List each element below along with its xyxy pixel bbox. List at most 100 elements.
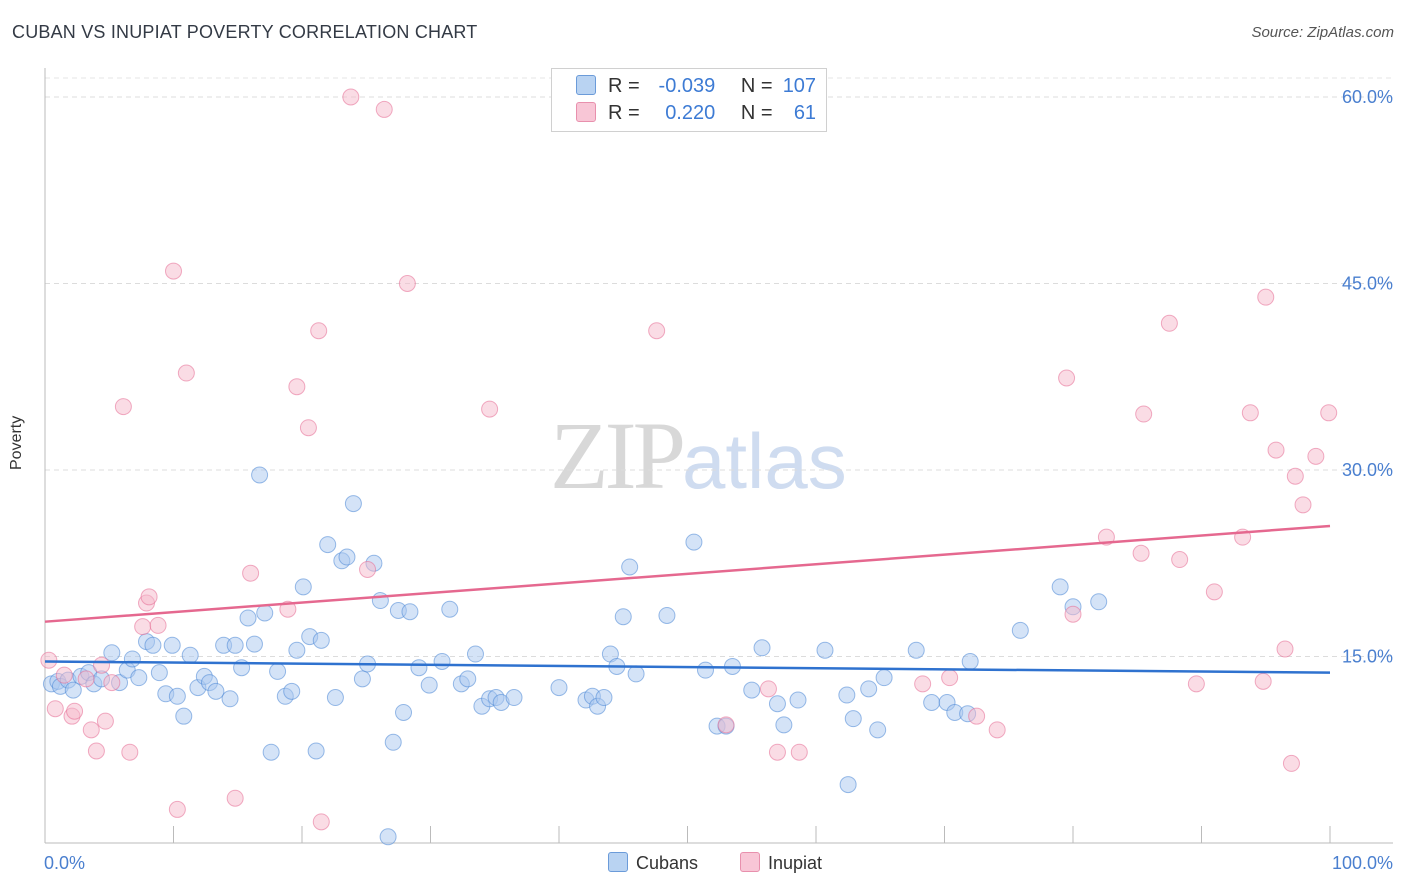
bottom-legend-cubans: Cubans — [608, 852, 698, 874]
x-tick-label: 100.0% — [1332, 853, 1393, 873]
y-tick-label: 30.0% — [1342, 460, 1393, 480]
bottom-legend-cubans-label: Cubans — [636, 853, 699, 873]
inupiat-point — [342, 88, 360, 106]
legend-r-value-inupiat: 0.220 — [665, 102, 716, 124]
legend-n-value-inupiat: 61 — [793, 102, 817, 124]
correlation-legend: R = -0.039 N = 107 R = 0.220 N = 61 — [551, 68, 827, 132]
cubans-point — [338, 548, 356, 566]
cubans-point — [961, 652, 979, 670]
legend-r-label-2: R = — [608, 102, 640, 124]
cubans-points — [42, 466, 1108, 846]
cubans-point — [775, 716, 793, 734]
cubans-point — [595, 689, 613, 707]
inupiat-point — [759, 680, 777, 698]
inupiat-trend-line — [44, 524, 1331, 623]
cubans-point — [768, 695, 786, 713]
cubans-swatch — [576, 75, 596, 95]
cubans-point — [163, 636, 181, 654]
cubans-point — [433, 652, 451, 670]
cubans-point — [459, 670, 477, 688]
inupiat-point — [398, 275, 416, 292]
inupiat-point — [1160, 314, 1178, 332]
inupiat-point — [77, 670, 95, 688]
inupiat-point — [941, 669, 959, 687]
cubans-point — [838, 686, 856, 704]
axes — [44, 68, 1393, 844]
legend-row-inupiat: R = 0.220 N = 61 — [576, 102, 816, 128]
cubans-point — [875, 669, 893, 687]
inupiat-point — [226, 789, 244, 807]
tick-labels: 15.0% 30.0% 45.0% 60.0% 0.0% 100.0% — [44, 87, 1393, 873]
cubans-point — [326, 689, 344, 707]
cubans-point — [1011, 621, 1029, 639]
cubans-point — [621, 558, 639, 576]
chart-title: CUBAN VS INUPIAT POVERTY CORRELATION CHA… — [12, 22, 478, 42]
cubans-point — [221, 690, 239, 708]
inupiat-point — [968, 707, 986, 725]
cubans-point — [395, 703, 413, 721]
cubans-point — [226, 636, 244, 654]
inupiat-point — [1058, 369, 1076, 387]
cubans-point — [466, 645, 484, 663]
inupiat-point — [55, 666, 73, 684]
bottom-inupiat-swatch — [740, 852, 760, 872]
cubans-point — [239, 609, 257, 627]
cubans-point — [130, 669, 148, 687]
cubans-point — [353, 670, 371, 688]
cubans-point — [103, 644, 121, 662]
inupiat-point — [1064, 605, 1082, 623]
cubans-point — [262, 743, 280, 761]
cubans-point — [283, 682, 301, 700]
inupiat-point — [1267, 441, 1285, 459]
inupiat-point — [914, 675, 932, 693]
cubans-point — [288, 641, 306, 659]
legend-r-label: R = — [608, 75, 640, 97]
inupiat-point — [1171, 551, 1189, 569]
cubans-point — [123, 650, 141, 668]
cubans-point — [696, 661, 714, 679]
inupiat-point — [242, 564, 260, 582]
cubans-point — [401, 603, 419, 621]
cubans-point — [816, 641, 834, 659]
cubans-point — [207, 682, 225, 700]
cubans-point — [658, 606, 676, 624]
bottom-cubans-swatch — [608, 852, 628, 872]
inupiat-point — [1286, 467, 1304, 485]
inupiat-point — [168, 800, 186, 818]
cubans-point — [410, 659, 428, 677]
bottom-legend-inupiat: Inupiat — [740, 852, 822, 874]
inupiat-point — [165, 262, 182, 280]
cubans-point — [907, 641, 925, 659]
cubans-point — [64, 681, 82, 699]
cubans-point — [344, 495, 362, 513]
inupiat-point — [66, 702, 84, 720]
inupiat-point — [1205, 583, 1223, 601]
chart-source: Source: ZipAtlas.com — [1251, 24, 1394, 41]
cubans-point — [269, 662, 287, 680]
cubans-point — [175, 707, 193, 725]
watermark: ZIPatlas — [550, 400, 847, 511]
cubans-point — [307, 742, 325, 760]
cubans-point — [245, 635, 263, 653]
watermark-atlas: atlas — [682, 417, 847, 505]
legend-r-value-cubans: -0.039 — [658, 75, 716, 97]
cubans-point — [923, 694, 941, 712]
inupiat-point — [1241, 404, 1259, 422]
cubans-point — [505, 689, 523, 707]
cubans-point — [685, 533, 703, 551]
inupiat-point — [1276, 640, 1294, 658]
inupiat-point — [648, 322, 666, 340]
trend-lines — [44, 524, 1331, 674]
inupiat-point — [121, 743, 139, 761]
inupiat-point — [134, 618, 152, 636]
inupiat-point — [1132, 544, 1150, 562]
cubans-point — [379, 828, 397, 846]
inupiat-point — [1320, 404, 1338, 422]
inupiat-point — [359, 560, 377, 578]
cubans-point — [441, 600, 459, 618]
cubans-point — [743, 681, 761, 699]
y-tick-label: 45.0% — [1342, 274, 1393, 294]
inupiat-point — [177, 364, 195, 382]
cubans-point — [860, 680, 878, 698]
inupiat-point — [717, 716, 735, 734]
